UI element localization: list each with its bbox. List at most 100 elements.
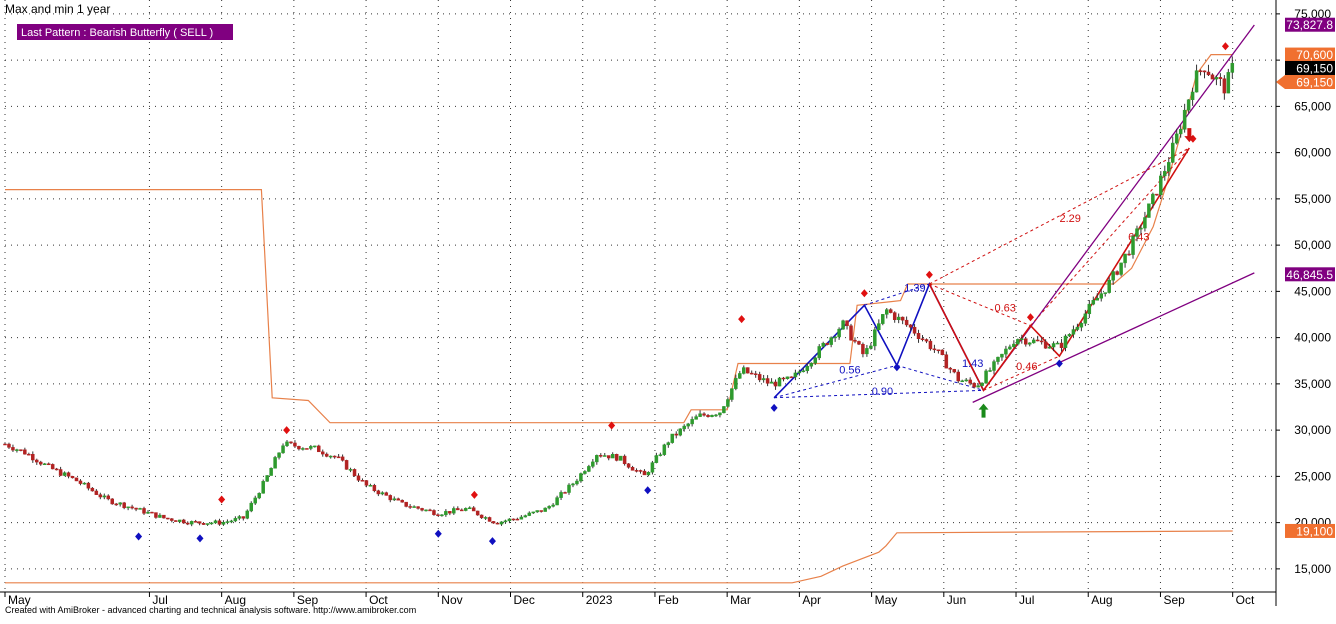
candle-body [376,490,381,495]
candle-body [261,481,265,494]
candle-body [670,433,675,443]
y-tick-label: 35,000 [1294,377,1331,391]
trend-line [972,272,1255,403]
candle-body [1178,129,1183,135]
candle-body [1039,340,1044,343]
candle-body [944,354,949,369]
candle-body [678,428,682,436]
candle-body [1218,77,1223,79]
candle-body [706,414,710,417]
pattern-label-box [17,24,233,40]
candle-body [745,367,750,374]
candle-body [980,382,984,386]
y-tick-label: 75,000 [1294,7,1331,21]
y-tick-label: 55,000 [1294,192,1331,206]
candle-body [952,369,957,373]
candle-body [416,506,420,509]
candle-body [273,457,277,469]
y-tick-label: 45,000 [1294,284,1331,298]
candle-body [924,339,929,342]
candle-body [761,378,766,381]
candle-body [432,510,436,515]
candle-body [563,492,567,494]
x-tick-label: Jul [152,593,167,607]
x-tick-label: Mar [730,593,751,607]
candle-body [114,503,118,506]
candle-body [749,372,754,375]
candle-body [444,511,448,516]
candle-body [1119,262,1123,275]
candle-body [233,518,238,522]
candle-body [1067,334,1072,337]
candle-body [463,508,468,511]
candle-body [15,449,19,451]
candle-body [317,445,321,453]
candle-body [948,367,953,370]
candle-body [106,495,111,500]
candle-body [1079,323,1084,328]
candle-body [50,464,55,470]
candle-body [527,512,532,516]
price-tag-label: 46,845.5 [1286,268,1333,282]
candle-body [988,370,992,372]
candle-body [821,342,825,347]
candle-body [3,443,7,446]
candle-body [74,477,79,482]
candle-body [460,509,464,512]
pivot-low-marker [488,537,496,546]
candle-body [515,518,520,521]
candle-body [996,356,1000,362]
candle-body [599,455,603,457]
candle-body [622,455,627,465]
candle-body [1083,313,1088,324]
candle-body [861,343,865,355]
candle-body [321,451,325,455]
candle-body [833,336,837,339]
candle-body [170,518,174,521]
candle-body [336,456,341,459]
candle-body [579,473,583,482]
pivot-low-marker [135,532,143,541]
candle-body [19,449,23,451]
candle-body [908,324,913,328]
pivot-high-marker [608,421,616,430]
candle-body [1131,236,1135,255]
candle-body [638,470,643,472]
candle-body [142,508,146,514]
candle-body [1099,293,1103,299]
candle-body [662,444,667,455]
candle-body [138,508,142,510]
candle-body [1115,271,1119,275]
candle-body [587,466,591,472]
price-tag-box [1276,74,1335,89]
candle-body [920,338,925,340]
candle-body [773,381,778,387]
candle-body [1103,292,1107,294]
candle-body [940,349,945,356]
candle-body [479,514,484,519]
candle-body [1051,343,1056,348]
price-tag-box [1285,17,1335,32]
candle-body [686,423,690,427]
candle-body [86,482,91,489]
candle-body [936,349,941,352]
candle-body [94,490,99,495]
candle-body [499,521,504,525]
candle-body [1043,341,1048,349]
candle-body [400,499,404,503]
candle-body [567,484,571,493]
harmonic-pattern-1-ratio-label: 0.56 [839,365,860,377]
candle-body [881,314,885,324]
candle-body [1055,342,1060,345]
candle-body [1123,253,1127,264]
candle-body [487,517,492,522]
candle-body [547,506,551,509]
candle-body [777,377,782,387]
candle-body [888,309,893,313]
candle-body [66,472,71,477]
candle-body [817,346,821,359]
candle-body [626,463,631,468]
candle-body [873,329,877,347]
candle-body [78,480,83,484]
